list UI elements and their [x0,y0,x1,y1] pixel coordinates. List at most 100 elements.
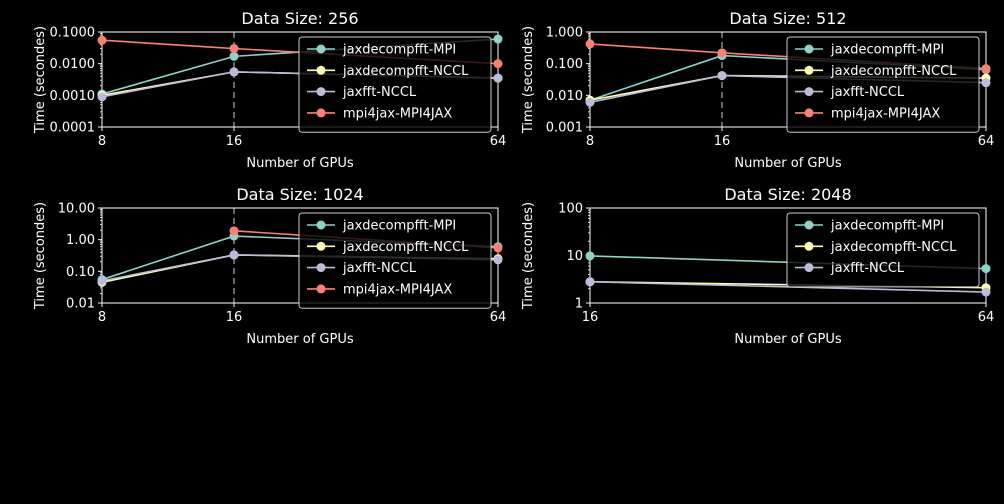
legend-swatch-marker [316,65,326,75]
chart-title: Data Size: 1024 [236,185,363,204]
chart-panel-2: Data Size: 1024 8 16 64 0.01 0.10 1.00 10.00 Num… [33,185,506,347]
data-point-jaxfft-NCCL [229,67,239,77]
legend-swatch-marker [804,65,814,75]
legend-box [298,212,492,309]
legend-swatch-marker [316,87,326,97]
legend-label: jaxdecompfft-MPI [830,43,944,58]
legend-label: jaxdecompfft-NCCL [830,64,957,79]
legend-label: jaxfft-NCCL [830,261,905,276]
chart-title: Data Size: 2048 [724,185,851,204]
y-tick-label: 10.00 [58,202,95,217]
legend-swatch-marker [316,241,326,251]
legend-label: jaxdecompfft-NCCL [830,240,957,255]
x-tick-label: 8 [98,134,106,149]
data-point-jaxfft-NCCL [585,97,595,107]
x-tick-label: 16 [582,310,599,325]
y-tick-label: 0.10 [66,265,95,280]
legend-label: jaxdecompfft-NCCL [342,240,469,255]
y-tick-label: 1 [575,297,583,312]
legend: jaxdecompfft-MPI jaxdecompfft-NCCL jaxfft-… [786,36,980,133]
data-point-jaxdecompfft-MPI [493,34,503,44]
data-point-mpi4jax-MPI4JAX [97,35,107,45]
data-point-jaxfft-NCCL [229,250,239,260]
x-tick-label: 16 [226,134,243,149]
legend-label: jaxfft-NCCL [342,261,417,276]
data-point-jaxdecompfft-MPI [585,251,595,261]
legend-swatch-marker [316,263,326,273]
data-point-mpi4jax-MPI4JAX [585,39,595,49]
y-tick-label: 0.001 [546,121,583,136]
data-point-jaxfft-NCCL [717,71,727,81]
x-tick-label: 16 [714,134,731,149]
legend-label: jaxfft-NCCL [830,85,905,100]
legend-swatch-marker [804,87,814,97]
legend-swatch-marker [316,44,326,54]
y-tick-label: 1.000 [546,26,583,41]
data-point-mpi4jax-MPI4JAX [981,64,991,74]
y-tick-label: 0.1000 [50,26,96,41]
y-axis-label: Time (secondes) [33,202,48,310]
legend-label: mpi4jax-MPI4JAX [831,106,940,121]
chart-panel-0: Data Size: 256 8 16 64 0.0001 0.0010 0.0100 0.1… [33,9,506,171]
y-tick-label: 10 [566,249,583,264]
data-point-jaxfft-NCCL [493,73,503,83]
x-tick-label: 16 [226,310,243,325]
data-point-mpi4jax-MPI4JAX [229,226,239,236]
legend-swatch-marker [316,108,326,118]
legend: jaxdecompfft-MPI jaxdecompfft-NCCL jaxfft-… [786,212,980,288]
y-tick-label: 1.00 [66,233,95,248]
y-tick-label: 0.01 [66,297,95,312]
data-point-jaxfft-NCCL [97,92,107,102]
legend-swatch-marker [804,44,814,54]
data-point-jaxfft-NCCL [981,78,991,88]
legend-box [298,36,492,133]
y-tick-label: 0.0010 [50,89,96,104]
x-tick-label: 64 [490,134,507,149]
legend-label: jaxdecompfft-MPI [830,219,944,234]
chart-panel-3: Data Size: 2048 16 64 1 10 100 Number of GPUs T… [521,185,994,347]
chart-title: Data Size: 256 [241,9,358,28]
legend-label: jaxdecompfft-MPI [342,219,456,234]
data-point-mpi4jax-MPI4JAX [229,44,239,54]
legend-label: jaxfft-NCCL [342,85,417,100]
data-point-mpi4jax-MPI4JAX [493,243,503,253]
y-tick-label: 0.0001 [50,121,96,136]
y-tick-label: 0.010 [546,89,583,104]
x-tick-label: 64 [978,134,995,149]
x-axis-label: Number of GPUs [246,332,353,347]
chart-panel-1: Data Size: 512 8 16 64 0.001 0.010 0.100 1.000 N… [521,9,994,171]
legend-label: jaxdecompfft-MPI [342,43,456,58]
legend-swatch-marker [316,220,326,230]
legend-swatch-marker [804,220,814,230]
chart-panels: Data Size: 256 8 16 64 0.0001 0.0010 0.0100 0.1… [33,9,994,347]
data-point-jaxdecompfft-MPI [981,264,991,274]
x-tick-label: 64 [978,310,995,325]
legend-swatch-marker [804,241,814,251]
chart-title: Data Size: 512 [729,9,846,28]
legend: jaxdecompfft-MPI jaxdecompfft-NCCL jaxfft-… [298,36,492,133]
legend-box [786,212,980,288]
x-tick-label: 8 [586,134,594,149]
legend-label: jaxdecompfft-NCCL [342,64,469,79]
legend-label: mpi4jax-MPI4JAX [343,282,452,297]
y-tick-label: 100 [558,202,583,217]
data-point-jaxdecompfft-MPI [229,51,239,61]
legend-swatch-marker [804,108,814,118]
data-point-jaxfft-NCCL [585,277,595,287]
legend: jaxdecompfft-MPI jaxdecompfft-NCCL jaxfft-… [298,212,492,309]
data-point-jaxfft-NCCL [97,276,107,286]
y-axis-label: Time (secondes) [521,202,536,310]
data-point-jaxfft-NCCL [981,287,991,297]
x-axis-label: Number of GPUs [246,156,353,171]
y-tick-label: 0.100 [546,57,583,72]
y-axis-label: Time (secondes) [521,26,536,134]
x-tick-label: 64 [490,310,507,325]
y-axis-label: Time (secondes) [33,26,48,134]
y-tick-label: 0.0100 [50,57,96,72]
x-tick-label: 8 [98,310,106,325]
legend-swatch-marker [316,284,326,294]
legend-box [786,36,980,133]
x-axis-label: Number of GPUs [734,156,841,171]
data-point-mpi4jax-MPI4JAX [717,48,727,58]
